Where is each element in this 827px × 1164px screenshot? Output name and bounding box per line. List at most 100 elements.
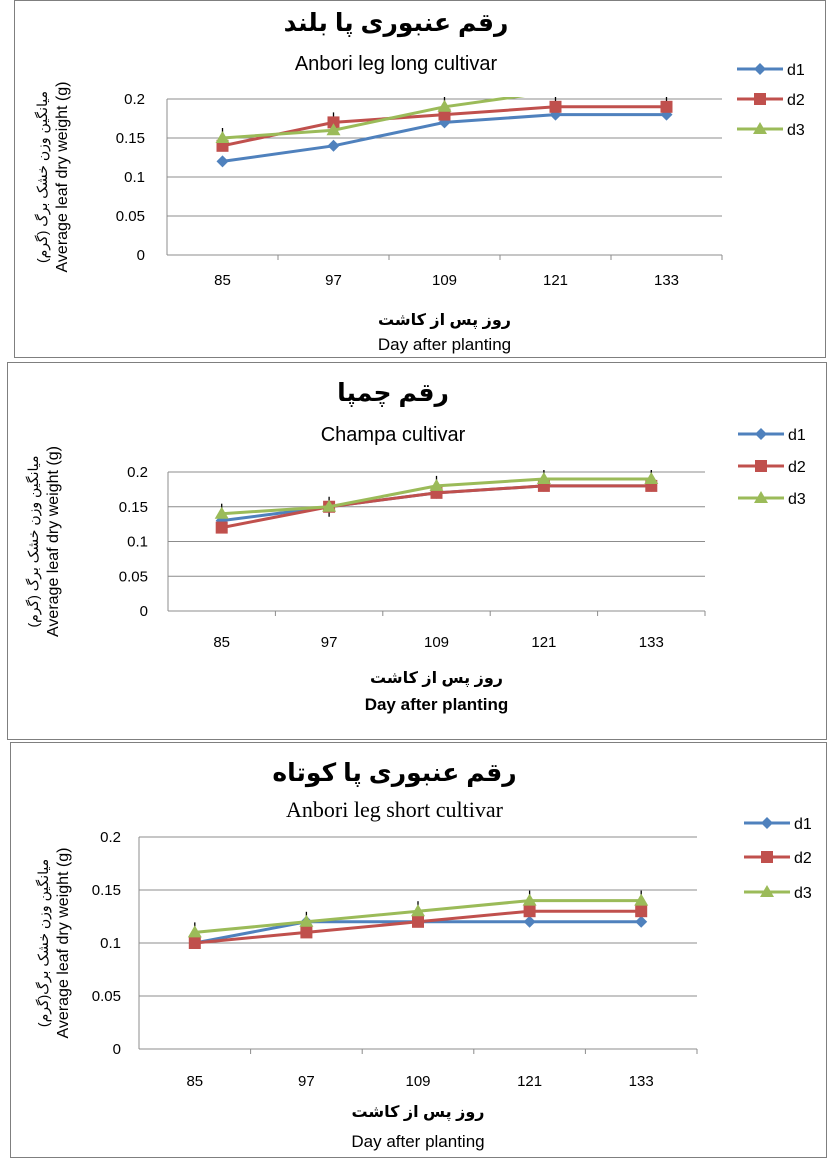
x-tick-label: 97 bbox=[325, 272, 342, 289]
series-d3 bbox=[215, 84, 674, 143]
chart-panel-champa: رقم چمپا Champa cultivar 0 0.05 0.1 0.15 0.2 85… bbox=[7, 362, 827, 740]
legend-label: d1 bbox=[794, 816, 812, 833]
point-d3 bbox=[437, 99, 452, 112]
x-tick-label: 121 bbox=[543, 272, 568, 289]
point-d3 bbox=[215, 131, 230, 143]
point-d3 bbox=[429, 478, 444, 491]
point-d3 bbox=[634, 893, 649, 906]
legend-marker-d2 bbox=[761, 851, 773, 863]
y-tick-label: 0.2 bbox=[124, 91, 145, 108]
point-d3 bbox=[536, 471, 551, 484]
y-tick-label: 0.05 bbox=[92, 988, 121, 1005]
x-tick-label: 109 bbox=[432, 272, 457, 289]
legend-marker-d3 bbox=[753, 122, 767, 134]
y-axis-label-fa: میانگین وزن خشک برگ (گرم) bbox=[24, 455, 42, 627]
legend-marker-d1 bbox=[761, 817, 773, 829]
chart-panel-anbori-leg-long: رقم عنبوری پا بلند Anbori leg long cultiv… bbox=[14, 0, 826, 358]
y-axis-label-fa: میانگین وزن خشک برگ (گرم) bbox=[33, 91, 51, 263]
x-tick-label: 133 bbox=[629, 1073, 654, 1090]
chart-title: رقم عنبوری پا کوتاه bbox=[272, 759, 516, 788]
legend-label: d3 bbox=[794, 885, 812, 902]
point-d3 bbox=[214, 506, 229, 519]
x-tick-label: 109 bbox=[405, 1073, 430, 1090]
x-tick-label: 97 bbox=[321, 634, 338, 651]
chart-subtitle: Champa cultivar bbox=[321, 424, 466, 446]
legend-label: d2 bbox=[788, 459, 806, 476]
point-d3 bbox=[644, 471, 659, 484]
point-d3 bbox=[187, 925, 202, 938]
point-d3 bbox=[522, 893, 537, 906]
legend-label: d3 bbox=[788, 491, 806, 508]
point-d3 bbox=[549, 84, 563, 96]
point-d2 bbox=[300, 926, 313, 939]
x-axis-label: Day after planting bbox=[378, 335, 511, 354]
point-d2 bbox=[523, 905, 536, 918]
legend-marker-d2 bbox=[755, 460, 767, 472]
x-tick-label: 109 bbox=[424, 634, 449, 651]
legend-marker-d1 bbox=[755, 428, 767, 440]
y-axis-label-fa: میانگین وزن خشک برگ(گرم) bbox=[34, 859, 52, 1027]
y-axis-label: Average leaf dry weight (g) bbox=[54, 82, 71, 273]
y-tick-label: 0.1 bbox=[100, 935, 121, 952]
point-d2 bbox=[549, 100, 562, 113]
chart-anbori-leg-short: رقم عنبوری پا کوتاه Anbori leg short cult… bbox=[34, 759, 812, 1151]
y-axis-label: Average leaf dry weight (g) bbox=[55, 848, 72, 1039]
x-axis-label-fa: روز پس از کاشت bbox=[351, 1104, 484, 1122]
point-d3 bbox=[326, 123, 341, 136]
legend-marker-d1 bbox=[754, 63, 766, 75]
chart-title: رقم چمپا bbox=[337, 379, 449, 407]
chart-panel-anbori-leg-short: رقم عنبوری پا کوتاه Anbori leg short cult… bbox=[10, 742, 827, 1158]
point-d1 bbox=[523, 915, 536, 928]
x-tick-label: 133 bbox=[639, 634, 664, 651]
y-tick-label: 0 bbox=[137, 247, 145, 264]
series-d1 bbox=[216, 108, 673, 168]
chart-title: رقم عنبوری پا بلند bbox=[284, 9, 509, 38]
point-d1 bbox=[635, 915, 648, 928]
y-tick-label: 0.15 bbox=[116, 130, 145, 147]
series-d3 bbox=[187, 893, 649, 938]
series-d2 bbox=[188, 905, 648, 949]
legend-label: d2 bbox=[787, 92, 805, 109]
x-tick-label: 97 bbox=[298, 1073, 315, 1090]
x-axis-label: Day after planting bbox=[351, 1132, 484, 1151]
y-tick-label: 0.05 bbox=[116, 208, 145, 225]
x-tick-label: 85 bbox=[213, 634, 230, 651]
y-tick-label: 0.2 bbox=[127, 464, 148, 481]
y-tick-label: 0 bbox=[140, 603, 148, 620]
legend-label: d1 bbox=[787, 62, 805, 79]
point-d2 bbox=[412, 915, 424, 928]
y-tick-label: 0.05 bbox=[119, 568, 148, 585]
chart-anbori-leg-long: رقم عنبوری پا بلند Anbori leg long cultiv… bbox=[33, 9, 805, 354]
x-tick-label: 121 bbox=[531, 634, 556, 651]
chart-subtitle: Anbori leg short cultivar bbox=[286, 797, 504, 822]
point-d1 bbox=[216, 155, 229, 168]
point-d1 bbox=[327, 139, 340, 152]
legend-label: d3 bbox=[787, 122, 805, 139]
x-axis-label-fa: روز پس از کاشت bbox=[378, 312, 511, 330]
x-tick-label: 85 bbox=[214, 272, 231, 289]
legend-label: d2 bbox=[794, 850, 812, 867]
y-tick-label: 0.1 bbox=[124, 169, 145, 186]
x-tick-label: 85 bbox=[186, 1073, 203, 1090]
x-axis-label: Day after planting bbox=[365, 695, 509, 714]
legend-label: d1 bbox=[788, 427, 806, 444]
y-tick-label: 0.15 bbox=[119, 499, 148, 516]
series-d3 bbox=[214, 471, 659, 519]
legend-marker-d3 bbox=[754, 491, 768, 503]
point-d2 bbox=[660, 100, 673, 113]
point-d3 bbox=[299, 914, 314, 927]
chart-subtitle: Anbori leg long cultivar bbox=[295, 53, 498, 75]
x-tick-label: 133 bbox=[654, 272, 679, 289]
point-d3 bbox=[322, 499, 337, 512]
legend-marker-d2 bbox=[754, 93, 766, 105]
y-tick-label: 0 bbox=[113, 1041, 121, 1058]
y-tick-label: 0.1 bbox=[127, 534, 148, 551]
legend-marker-d3 bbox=[760, 885, 774, 897]
point-d2 bbox=[188, 937, 201, 949]
point-d3 bbox=[411, 904, 425, 917]
chart-champa: رقم چمپا Champa cultivar 0 0.05 0.1 0.15 0.2 85… bbox=[24, 379, 806, 714]
point-d2 bbox=[215, 521, 228, 534]
x-tick-label: 121 bbox=[517, 1073, 542, 1090]
y-tick-label: 0.15 bbox=[92, 882, 121, 899]
point-d3 bbox=[660, 84, 674, 96]
